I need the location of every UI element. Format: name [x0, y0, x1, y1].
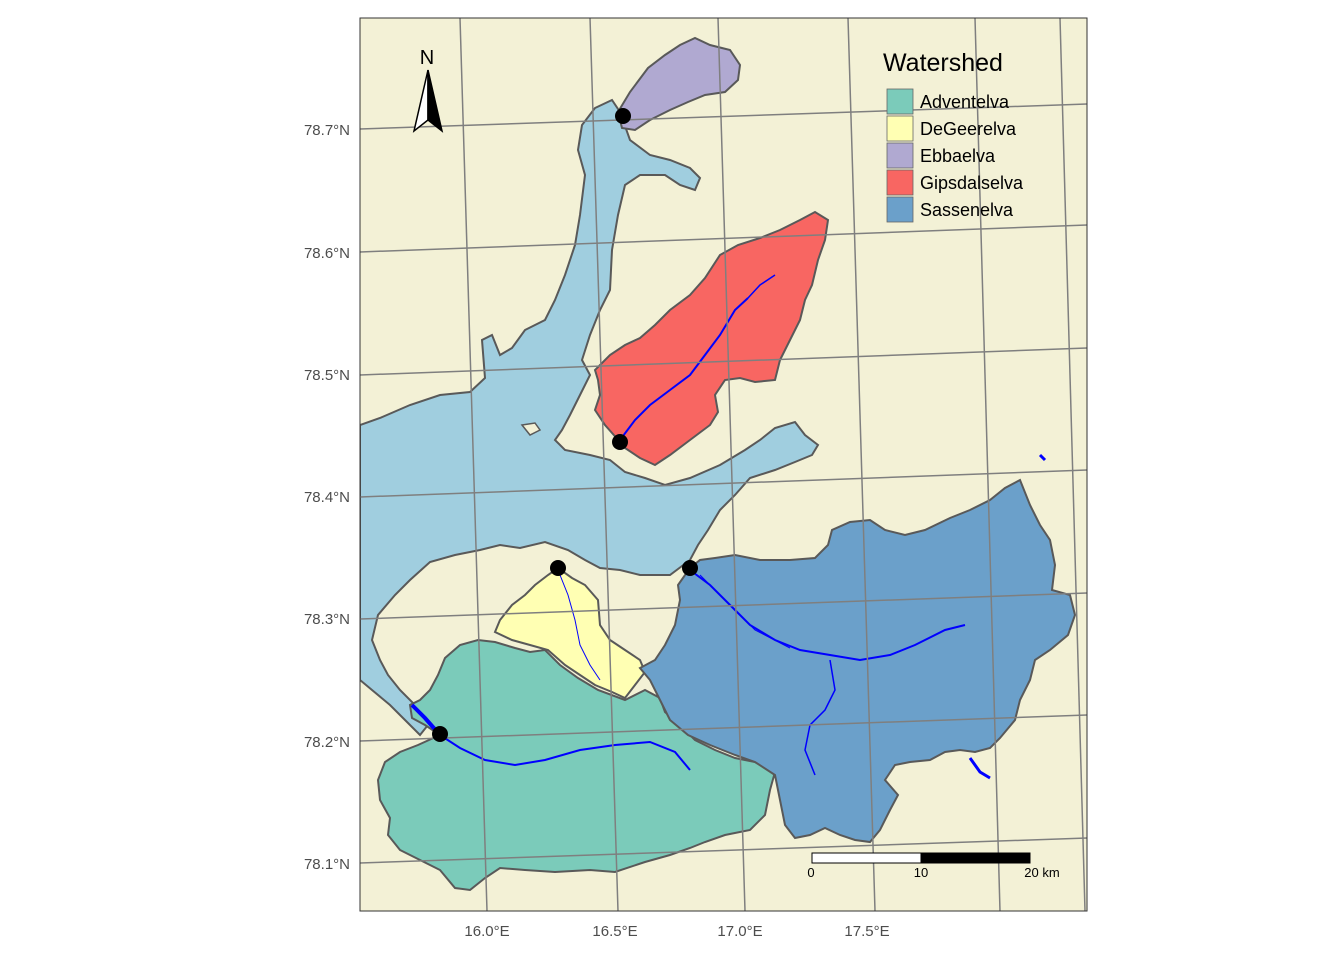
outlet-point [432, 726, 448, 742]
outlet-point [682, 560, 698, 576]
lat-label: 78.1°N [304, 856, 350, 873]
legend: Watershed Adventelva DeGeerelva Ebbaelva Gi… [883, 49, 1024, 223]
lat-label: 78.5°N [304, 367, 350, 384]
lon-label: 16.0°E [464, 923, 509, 940]
watershed-degeerelva [493, 566, 647, 700]
legend-swatch-sassenelva [886, 196, 914, 223]
legend-label-degeerelva: DeGeerelva [920, 119, 1017, 139]
north-arrow-icon [412, 69, 444, 133]
scale-label: 20 km [1024, 865, 1059, 880]
map-panel-border [359, 17, 1088, 912]
outlet-point [615, 108, 631, 124]
fjord-sea-area [360, 98, 820, 737]
legend-title: Watershed [883, 49, 1003, 77]
legend-swatch-gipsdalselva [886, 169, 914, 196]
legend-label-sassenelva: Sassenelva [920, 200, 1014, 220]
legend-label-ebbaelva: Ebbaelva [920, 146, 996, 166]
watershed-adventelva [376, 638, 777, 892]
scale-segment [920, 852, 1031, 864]
latitude-labels: 78.7°N 78.6°N 78.5°N 78.4°N 78.3°N 78.2°… [304, 122, 350, 873]
longitude-labels: 16.0°E 16.5°E 17.0°E 17.5°E [464, 923, 889, 940]
legend-swatch-adventelva [886, 88, 914, 115]
lat-label: 78.6°N [304, 245, 350, 262]
north-letter: N [420, 47, 434, 69]
outlet-points [432, 108, 698, 742]
outlet-point [550, 560, 566, 576]
scale-label: 10 [914, 865, 928, 880]
island [520, 422, 542, 436]
legend-swatch-degeerelva [886, 115, 914, 142]
lat-label: 78.4°N [304, 489, 350, 506]
lat-label: 78.7°N [304, 122, 350, 139]
north-arrow: N [412, 47, 444, 133]
watershed-sassenelva [638, 478, 1077, 844]
lon-label: 16.5°E [592, 923, 637, 940]
watershed-ebbaelva [616, 36, 742, 132]
legend-label-adventelva: Adventelva [920, 92, 1010, 112]
scale-bar: 0 10 20 km [807, 852, 1060, 880]
lat-label: 78.2°N [304, 734, 350, 751]
legend-label-gipsdalselva: Gipsdalselva [920, 173, 1024, 193]
lat-label: 78.3°N [304, 611, 350, 628]
legend-swatch-ebbaelva [886, 142, 914, 169]
outlet-point [612, 434, 628, 450]
lon-label: 17.5°E [844, 923, 889, 940]
graticule [360, 18, 1087, 911]
lon-label: 17.0°E [717, 923, 762, 940]
scale-label: 0 [807, 865, 814, 880]
scale-segment [811, 852, 922, 864]
